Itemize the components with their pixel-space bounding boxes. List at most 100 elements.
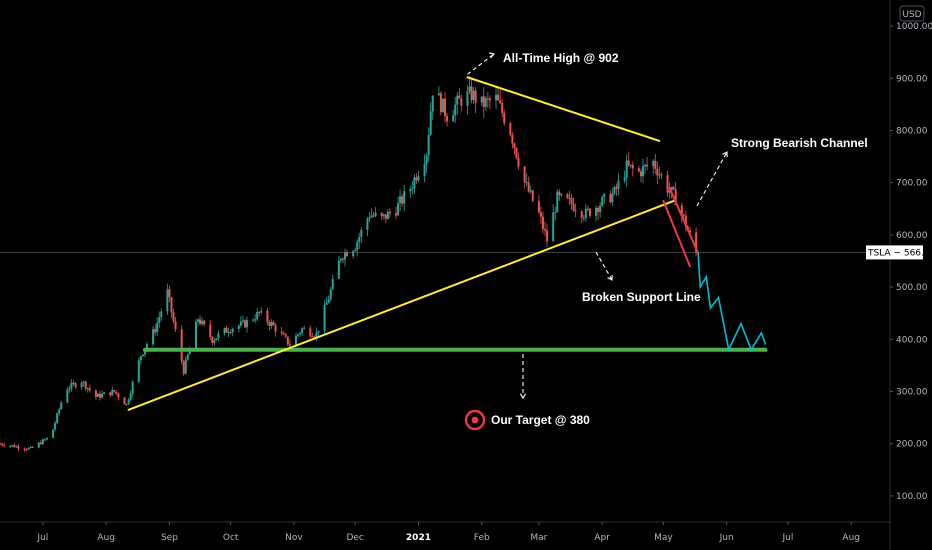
- candle-body: [627, 160, 630, 166]
- candle-body: [25, 449, 28, 451]
- candle-body: [294, 335, 297, 346]
- target-icon-center: [471, 416, 479, 424]
- candle-body: [366, 218, 369, 230]
- candle-body: [466, 91, 469, 106]
- resistance-trendline: [466, 76, 661, 142]
- time-tick-label: Sep: [161, 533, 178, 543]
- candle-body: [109, 392, 112, 396]
- candle-body: [642, 166, 645, 177]
- candle-body: [209, 324, 212, 338]
- candle-body: [199, 319, 202, 324]
- candle-body: [511, 134, 514, 144]
- candle-body: [29, 446, 32, 448]
- candle-body: [115, 391, 118, 394]
- candle-body: [331, 278, 334, 290]
- candle-body: [574, 210, 577, 212]
- time-tick-label: Oct: [223, 533, 239, 543]
- candle-body: [241, 320, 244, 322]
- price-tick-label: 500.00: [896, 283, 928, 293]
- candle-body: [3, 445, 6, 447]
- candle-body: [111, 390, 114, 396]
- time-tick-label: Apr: [594, 533, 610, 543]
- currency-badge[interactable]: USD: [899, 5, 925, 22]
- candle-body: [639, 171, 642, 177]
- candle-body: [270, 322, 273, 326]
- currency-badge-frame[interactable]: [899, 5, 925, 22]
- time-axis[interactable]: Jul Aug Sep Oct Nov Dec 2021 Feb Mar Apr May Jun Jul…: [0, 521, 890, 543]
- candle-body: [517, 157, 520, 167]
- candle-body: [45, 437, 48, 440]
- candle-body: [368, 217, 371, 219]
- candle-body: [654, 160, 657, 169]
- candle-body: [280, 331, 283, 334]
- candle-body: [225, 328, 228, 333]
- candle-body: [468, 86, 471, 92]
- candle-body: [99, 393, 102, 398]
- channel-pointer: [696, 151, 728, 207]
- candle-body: [474, 90, 477, 103]
- candle-body: [370, 215, 373, 218]
- candle-body: [560, 194, 563, 196]
- candle-body: [599, 205, 602, 212]
- currency-label[interactable]: USD: [902, 10, 921, 20]
- candle-body: [96, 393, 99, 397]
- candle-body: [670, 187, 673, 191]
- candle-body: [584, 208, 587, 218]
- price-axis[interactable]: 1000.00 900.00 800.00 700.00 600.00 500.00 400…: [889, 0, 932, 550]
- candle-body: [286, 336, 289, 345]
- candle-body: [258, 311, 261, 313]
- candle-body: [597, 207, 600, 212]
- candle-body: [541, 216, 544, 229]
- candle-body: [243, 320, 246, 328]
- candle-body: [431, 95, 434, 112]
- candle-body: [137, 360, 140, 382]
- candle-body: [552, 212, 555, 242]
- price-tick-label: 200.00: [896, 440, 928, 450]
- candle-body: [201, 320, 204, 324]
- candle-body: [397, 203, 400, 216]
- candle-body: [382, 214, 385, 217]
- candle-body: [297, 334, 300, 336]
- candle-body: [458, 95, 461, 99]
- projected-price-path: [697, 252, 767, 353]
- candle-body: [327, 299, 330, 303]
- time-tick-label: Jun: [719, 533, 734, 543]
- candle-body: [346, 252, 349, 257]
- candle-body: [37, 442, 40, 448]
- time-tick-label: Feb: [474, 533, 490, 543]
- candle-body: [566, 194, 569, 198]
- price-tick-label: 1000.00: [896, 22, 932, 32]
- candle-body: [666, 174, 669, 193]
- candle-body: [84, 381, 87, 389]
- time-tick-label: Dec: [346, 533, 363, 543]
- candle-body: [156, 322, 159, 333]
- price-tick-label: 600.00: [896, 231, 928, 241]
- candle-body: [343, 252, 346, 260]
- candle-body: [439, 93, 442, 113]
- candle-body: [444, 98, 446, 116]
- candle-body: [339, 258, 342, 261]
- chart-annotations: All-Time High @ 902 Strong Bearish Channe…: [464, 51, 868, 431]
- candle-body: [674, 189, 677, 206]
- candle-body: [423, 163, 426, 176]
- candle-body: [554, 212, 557, 214]
- candle-body: [211, 337, 214, 343]
- candle-body: [94, 390, 97, 397]
- candle-body: [372, 215, 375, 217]
- price-tick-label: 400.00: [896, 335, 928, 345]
- candle-body: [309, 328, 312, 337]
- candle-body: [446, 115, 449, 122]
- candle-body: [501, 103, 504, 114]
- candle-body: [595, 207, 598, 217]
- candle-body: [688, 230, 691, 233]
- candle-body: [415, 177, 418, 181]
- candle-body: [615, 187, 618, 189]
- candle-body: [166, 289, 169, 312]
- candle-body: [656, 168, 659, 176]
- last-price-tag: TSLA − 566.44: [866, 245, 932, 260]
- candle-body: [43, 439, 46, 441]
- ath-annotation-label: All-Time High @ 902: [503, 51, 619, 65]
- ath-pointer: [467, 53, 495, 75]
- candle-body: [454, 104, 457, 116]
